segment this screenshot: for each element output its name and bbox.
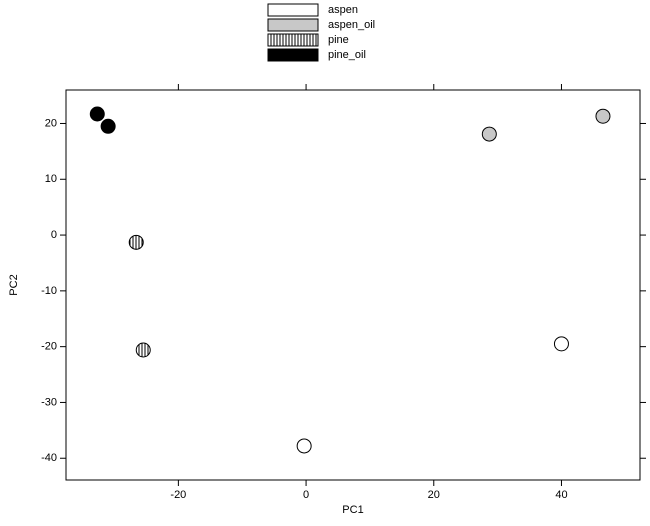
point — [481, 126, 497, 142]
x-tick-label: 0 — [303, 489, 309, 501]
y-tick-label: -30 — [41, 396, 57, 408]
point — [100, 118, 116, 134]
point — [135, 342, 151, 358]
x-tick-label: 20 — [428, 489, 440, 501]
legend-swatch — [267, 48, 319, 62]
legend-swatch — [267, 18, 319, 32]
point — [89, 106, 105, 122]
y-tick-label: 0 — [51, 229, 57, 241]
legend-swatch — [267, 3, 319, 17]
point — [553, 336, 569, 352]
x-tick-label: -20 — [170, 489, 186, 501]
legend-label: pine_oil — [328, 49, 366, 61]
y-tick-label: -10 — [41, 285, 57, 297]
x-tick-label: 40 — [555, 489, 567, 501]
plot-frame — [65, 89, 641, 481]
y-tick-label: -20 — [41, 341, 57, 353]
point — [296, 438, 312, 454]
y-tick-label: -40 — [41, 452, 57, 464]
y-tick-label: 10 — [45, 173, 57, 185]
y-tick-label: 20 — [45, 117, 57, 129]
y-axis-label: PC2 — [8, 274, 20, 295]
legend-label: pine — [328, 34, 349, 46]
legend-label: aspen_oil — [328, 19, 375, 31]
legend-swatch — [267, 33, 319, 47]
point — [128, 234, 144, 250]
point — [595, 108, 611, 124]
legend-label: aspen — [328, 4, 358, 16]
x-axis-label: PC1 — [342, 504, 363, 516]
